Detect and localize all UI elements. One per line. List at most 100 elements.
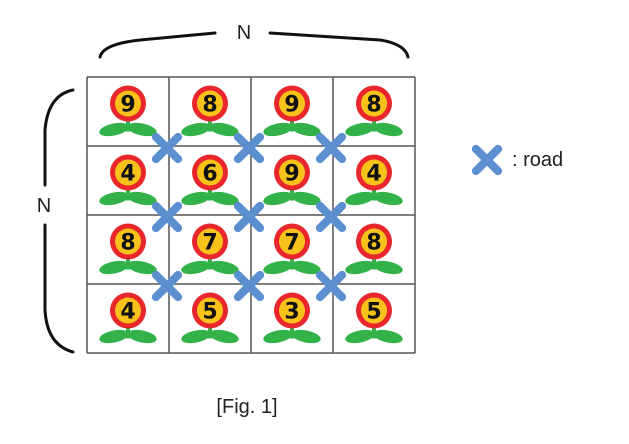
flower-leaf-icon [373, 329, 403, 344]
flower-cell: 4 [345, 154, 403, 206]
flower-cell: 3 [263, 292, 321, 344]
flower-stem-icon [126, 119, 130, 132]
flower-cell: 9 [99, 85, 157, 137]
flower-value: 3 [284, 300, 299, 325]
flower-leaf-icon [345, 191, 375, 206]
road-cross-icon [315, 201, 347, 233]
legend-road-icon [471, 144, 503, 176]
flower-center-icon [197, 228, 223, 255]
flower-cell: 8 [181, 85, 239, 137]
flower-value: 7 [202, 231, 217, 256]
flower-value: 7 [284, 231, 299, 256]
flower-center-icon [115, 159, 141, 186]
flower-leaf-icon [263, 260, 293, 275]
flower-leaf-icon [127, 329, 157, 344]
flower-center-icon [115, 228, 141, 255]
road-cross-icon [233, 270, 265, 302]
flower-cell: 5 [181, 292, 239, 344]
flower-leaf-icon [373, 260, 403, 275]
road-cross-stroke [233, 270, 265, 302]
flower-value: 6 [202, 162, 217, 187]
flower-leaf-icon [99, 122, 129, 137]
flower-value: 5 [202, 300, 217, 325]
flower-stem-icon [208, 119, 212, 132]
flower-leaf-icon [263, 122, 293, 137]
flower-stem-icon [208, 188, 212, 201]
flower-center-icon [361, 228, 387, 255]
flower-value: 9 [284, 162, 299, 187]
flower-leaf-icon [209, 122, 239, 137]
flower-stem-icon [372, 326, 376, 339]
flower-leaf-icon [345, 329, 375, 344]
top-n-label: N [237, 22, 251, 44]
road-cross-stroke [233, 201, 265, 233]
road-cross-stroke [151, 270, 183, 302]
flower-cell: 5 [345, 292, 403, 344]
flower-value: 9 [120, 93, 135, 118]
road-cross-stroke [315, 132, 347, 164]
legend-label: : road [512, 149, 563, 171]
flower-leaf-icon [263, 329, 293, 344]
flower-center-icon [361, 297, 387, 324]
flower-cell: 4 [99, 292, 157, 344]
road-cross-stroke [233, 132, 265, 164]
flower-leaf-icon [127, 122, 157, 137]
road-cross-icon [151, 132, 183, 164]
road-cross-icon [233, 132, 265, 164]
flower-stem-icon [290, 188, 294, 201]
flower-leaf-icon [291, 122, 321, 137]
flower-center-icon [279, 228, 305, 255]
flower-leaf-icon [345, 122, 375, 137]
flower-leaf-icon [99, 191, 129, 206]
flower-stem-icon [372, 188, 376, 201]
flower-cell: 4 [99, 154, 157, 206]
left-brace-icon [43, 88, 75, 354]
flower-leaf-icon [181, 260, 211, 275]
flower-leaf-icon [291, 329, 321, 344]
flower-center-icon [279, 159, 305, 186]
flower-cell: 8 [99, 223, 157, 275]
flower-stem-icon [126, 326, 130, 339]
road-cross-icon [151, 201, 183, 233]
flower-leaf-icon [263, 191, 293, 206]
flower-cell: 7 [181, 223, 239, 275]
road-cross-icon [315, 132, 347, 164]
flower-stem-icon [290, 257, 294, 270]
flower-center-icon [115, 297, 141, 324]
flower-center-icon [197, 90, 223, 117]
flower-leaf-icon [209, 260, 239, 275]
flower-value: 4 [120, 162, 135, 187]
road-markers [151, 132, 347, 302]
flower-value: 8 [366, 93, 381, 118]
road-cross-stroke [315, 201, 347, 233]
flower-leaf-icon [181, 329, 211, 344]
flower-value: 8 [120, 231, 135, 256]
flower-leaf-icon [181, 122, 211, 137]
flower-leaf-icon [99, 329, 129, 344]
flower-center-icon [197, 297, 223, 324]
flower-value: 9 [284, 93, 299, 118]
flower-center-icon [361, 90, 387, 117]
flower-leaf-icon [291, 260, 321, 275]
left-n-label: N [37, 195, 51, 217]
flower-cell: 8 [345, 223, 403, 275]
road-cross-icon [233, 201, 265, 233]
flower-value: 4 [366, 162, 381, 187]
road-cross-icon [151, 270, 183, 302]
flower-value: 8 [366, 231, 381, 256]
flower-stem-icon [290, 119, 294, 132]
flower-leaf-icon [373, 191, 403, 206]
flower-center-icon [197, 159, 223, 186]
flower-stem-icon [126, 188, 130, 201]
flower-center-icon [279, 297, 305, 324]
flower-stem-icon [126, 257, 130, 270]
flower-leaf-icon [181, 191, 211, 206]
flower-leaf-icon [127, 191, 157, 206]
road-cross-stroke [471, 144, 503, 176]
flower-grid: 9 8 9 8 4 6 9 4 8 7 7 8 4 5 3 5 [86, 76, 416, 354]
flower-stem-icon [372, 119, 376, 132]
flower-center-icon [361, 159, 387, 186]
flower-value: 8 [202, 93, 217, 118]
flower-center-icon [279, 90, 305, 117]
flower-cell: 9 [263, 85, 321, 137]
